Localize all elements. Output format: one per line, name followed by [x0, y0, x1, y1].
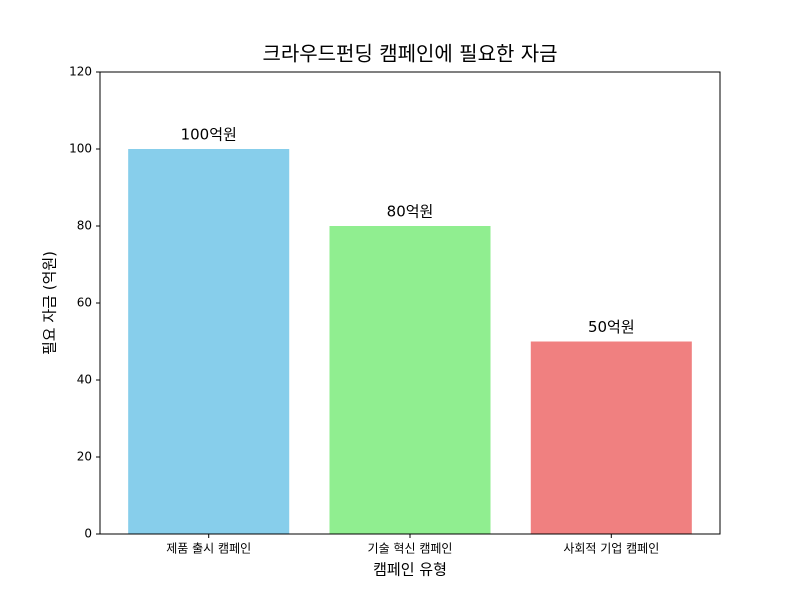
- bar: [128, 149, 290, 534]
- y-tick-label: 100: [69, 142, 92, 156]
- y-tick-label: 80: [77, 219, 92, 233]
- y-tick-label: 0: [84, 527, 92, 541]
- y-tick-label: 40: [77, 373, 92, 387]
- value-label: 100억원: [181, 126, 237, 144]
- y-tick-label: 120: [69, 65, 92, 79]
- value-label: 80억원: [387, 203, 434, 221]
- x-tick-label: 기술 혁신 캠페인: [368, 542, 453, 556]
- bar: [329, 226, 491, 534]
- x-tick-label: 사회적 기업 캠페인: [563, 542, 659, 556]
- x-axis-label: 캠페인 유형: [373, 561, 447, 579]
- y-tick-label: 20: [77, 450, 92, 464]
- y-axis-label: 필요 자금 (억원): [41, 251, 59, 355]
- y-tick-label: 60: [77, 296, 92, 310]
- chart-title: 크라우드펀딩 캠페인에 필요한 자금: [262, 42, 557, 66]
- plot-frame: [99, 71, 721, 535]
- bar: [530, 341, 692, 534]
- value-label: 50억원: [588, 318, 635, 336]
- x-tick-label: 제품 출시 캠페인: [166, 542, 251, 556]
